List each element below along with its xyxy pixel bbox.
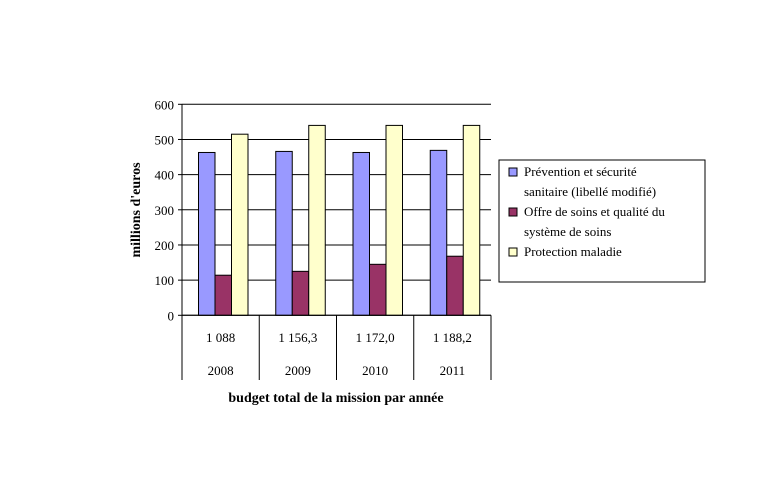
category-total-label: 1 156,3 (278, 330, 317, 345)
bar-2011-series-0 (429, 149, 448, 316)
y-tick-label: 200 (155, 238, 175, 253)
category-table: 1 088 2008 1 156,3 2009 1 172,0 2010 1 188,2 20… (181, 315, 492, 380)
category-label: 2009 (285, 363, 311, 378)
legend-box (498, 159, 706, 283)
y-tick-label: 400 (155, 168, 175, 183)
y-tick-label: 300 (155, 203, 175, 218)
bar-2009-series-1 (291, 270, 310, 316)
category-total-label: 1 088 (206, 330, 235, 345)
y-tick-label: 0 (168, 308, 175, 323)
y-tick-labels: 0 100 200 300 400 500 600 (155, 97, 175, 323)
category-total-label: 1 172,0 (356, 330, 395, 345)
bars (198, 124, 481, 316)
bar-2008-series-2 (231, 133, 249, 316)
bar-2011-series-1 (446, 255, 464, 316)
category-label: 2008 (208, 363, 234, 378)
legend-label: Protection maladie (524, 244, 622, 259)
legend-label: Prévention et sécurité (524, 164, 637, 179)
legend-label: sanitaire (libellé modifié) (524, 184, 656, 199)
bar-2008-series-0 (198, 151, 216, 316)
legend-swatch-0 (508, 167, 518, 177)
legend-label: système de soins (524, 224, 611, 239)
legend-label: Offre de soins et qualité du (524, 204, 665, 219)
legend-swatch-1 (508, 207, 518, 217)
bar-2010-series-1 (369, 263, 387, 316)
bar-2011-series-2 (462, 124, 481, 316)
bar-2009-series-2 (308, 124, 326, 316)
x-axis-label: budget total de la mission par année (228, 391, 443, 406)
legend: Prévention et sécurité sanitaire (libellé… (498, 159, 706, 283)
category-label: 2010 (362, 363, 388, 378)
bar-2010-series-0 (352, 151, 370, 316)
legend-swatch-2 (508, 247, 518, 257)
category-label: 2011 (440, 363, 466, 378)
category-total-label: 1 188,2 (433, 330, 472, 345)
bar-2008-series-1 (214, 274, 232, 316)
bar-2010-series-2 (385, 124, 403, 316)
y-tick-label: 600 (155, 97, 175, 112)
y-tick-label: 100 (155, 273, 175, 288)
bar-2009-series-0 (275, 150, 293, 316)
y-tick-label: 500 (155, 132, 175, 147)
y-axis-label: millions d'euros (129, 162, 144, 258)
